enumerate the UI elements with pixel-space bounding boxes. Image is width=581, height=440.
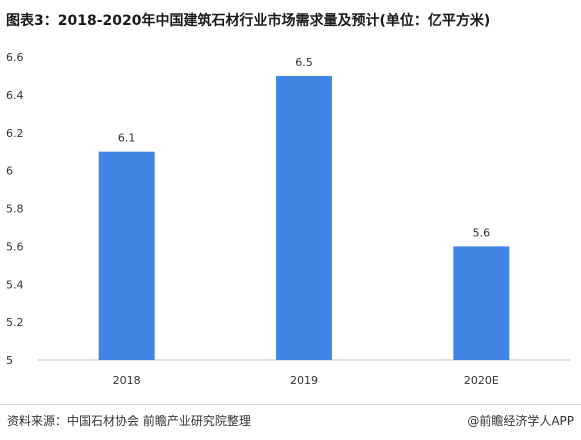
footer: 资料来源：中国石材协会 前瞻产业研究院整理 @前瞻经济学人APP — [0, 404, 581, 440]
source-note: 资料来源：中国石材协会 前瞻产业研究院整理 — [7, 414, 251, 428]
y-tick-label: 5 — [6, 354, 13, 367]
data-label: 6.5 — [295, 56, 313, 69]
x-tick-label: 2020E — [464, 374, 499, 387]
y-tick-label: 6.2 — [6, 127, 24, 140]
y-tick-label: 5.4 — [6, 278, 24, 291]
bar — [453, 246, 510, 360]
x-tick-label: 2018 — [113, 374, 141, 387]
y-tick-label: 5.8 — [6, 203, 24, 216]
bar — [276, 75, 332, 360]
chart-title: 图表3：2018-2020年中国建筑石材行业市场需求量及预计(单位：亿平方米) — [6, 13, 491, 29]
brand-credit: @前瞻经济学人APP — [467, 414, 574, 428]
bar — [98, 151, 155, 360]
y-tick-label: 6.6 — [6, 51, 24, 64]
x-tick-label: 2019 — [290, 374, 318, 387]
y-tick-label: 5.6 — [6, 240, 24, 253]
y-tick-label: 5.2 — [6, 316, 24, 329]
bar-chart: 5 5.2 5.4 5.6 5.8 6 6.2 6.4 6.6 6.1 2018 6.5 2019 5.6… — [6, 51, 570, 387]
data-label: 5.6 — [473, 226, 491, 239]
data-label: 6.1 — [118, 132, 136, 145]
y-tick-label: 6 — [6, 165, 13, 178]
y-tick-label: 6.4 — [6, 89, 24, 102]
